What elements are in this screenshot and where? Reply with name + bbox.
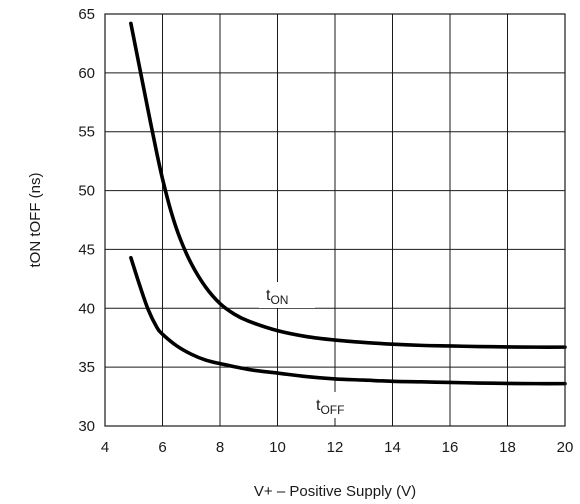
y-tick-label: 30 [78,418,95,435]
y-axis-label: tON tOFF (ns) [27,173,44,268]
y-tick-label: 55 [78,124,95,141]
x-tick-label: 18 [499,439,516,456]
series-line-toff [129,255,567,386]
series-label-ton-text: tON [266,287,288,307]
series-label-toff: tOFF [308,392,368,418]
x-tick-label: 20 [557,439,574,456]
x-tick-label: 10 [269,439,286,456]
series-line-ton [129,21,567,349]
series-label-toff-text: tOFF [316,397,344,417]
series-label-ton-main: t [266,287,271,304]
curves [129,21,567,386]
x-tick-label: 8 [216,439,224,456]
x-axis-label: V+ – Positive Supply (V) [254,483,416,500]
y-tick-label: 35 [78,359,95,376]
x-tick-label: 4 [101,439,109,456]
series-label-toff-bg [308,392,368,418]
x-tick-label: 12 [327,439,344,456]
series-label-toff-sub: OFF [320,403,344,417]
series-label-ton: tON [259,282,315,308]
y-tick-label: 40 [78,300,95,317]
y-axis-ticks: 30 35 40 45 50 55 60 65 [78,6,95,435]
y-tick-label: 45 [78,241,95,258]
plot-frame [104,13,566,427]
x-tick-label: 16 [442,439,459,456]
x-tick-label: 14 [384,439,401,456]
x-tick-label: 6 [158,439,166,456]
series-label-ton-bg [259,282,315,308]
y-tick-label: 50 [78,183,95,200]
y-tick-label: 60 [78,65,95,82]
y-tick-label: 65 [78,6,95,23]
x-axis-ticks: 4 6 8 10 12 14 16 18 20 [101,439,574,456]
series-label-toff-main: t [316,397,321,414]
series-label-ton-sub: ON [270,293,288,307]
